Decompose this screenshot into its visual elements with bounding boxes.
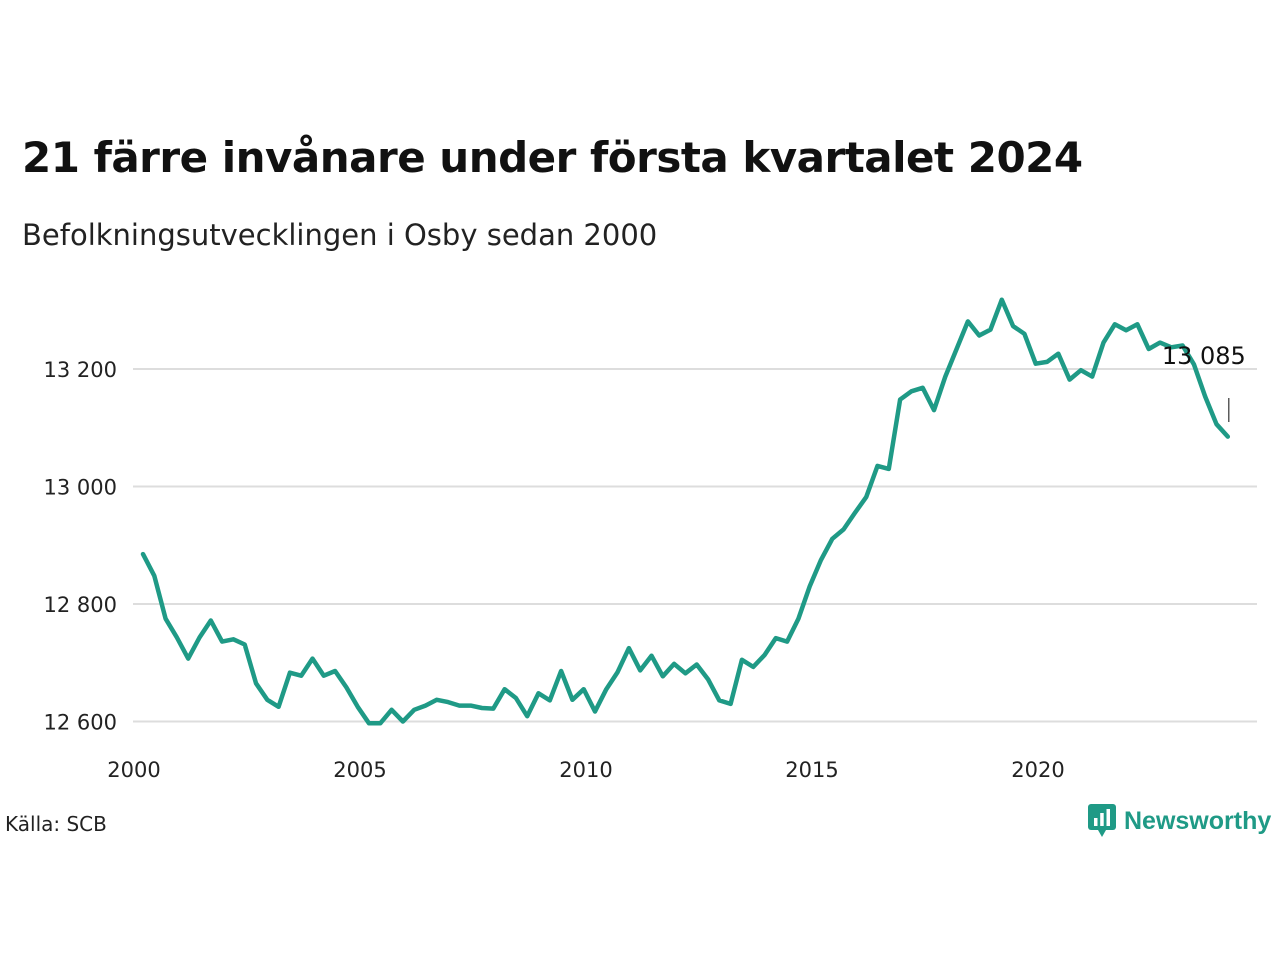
last-value-label: 13 085 <box>1162 342 1246 370</box>
last-value-annotation: 13 085 <box>1162 342 1246 422</box>
x-tick-label: 2015 <box>785 758 838 782</box>
y-tick-label: 12 800 <box>44 593 117 617</box>
x-tick-label: 2020 <box>1011 758 1064 782</box>
brand-name: Newsworthy <box>1124 806 1272 835</box>
x-tick-label: 2010 <box>559 758 612 782</box>
chart-subtitle: Befolkningsutvecklingen i Osby sedan 200… <box>22 218 658 252</box>
y-tick-label: 13 200 <box>44 358 117 382</box>
newsworthy-logo-icon <box>1088 804 1116 837</box>
y-tick-label: 12 600 <box>44 711 117 735</box>
gridlines <box>133 368 1257 723</box>
y-axis-tick-labels: 12 600 12 800 13 000 13 200 <box>44 358 117 735</box>
newsworthy-logo: Newsworthy <box>1088 804 1271 838</box>
x-tick-label: 2005 <box>333 758 386 782</box>
population-series-line <box>140 297 1231 726</box>
x-tick-label: 2000 <box>107 758 160 782</box>
x-axis-tick-labels: 2000 2005 2010 2015 2020 <box>107 758 1064 782</box>
chart-title: 21 färre invånare under första kvartalet… <box>22 133 1083 182</box>
y-tick-label: 13 000 <box>44 476 117 500</box>
source-note: Källa: SCB <box>5 812 107 836</box>
